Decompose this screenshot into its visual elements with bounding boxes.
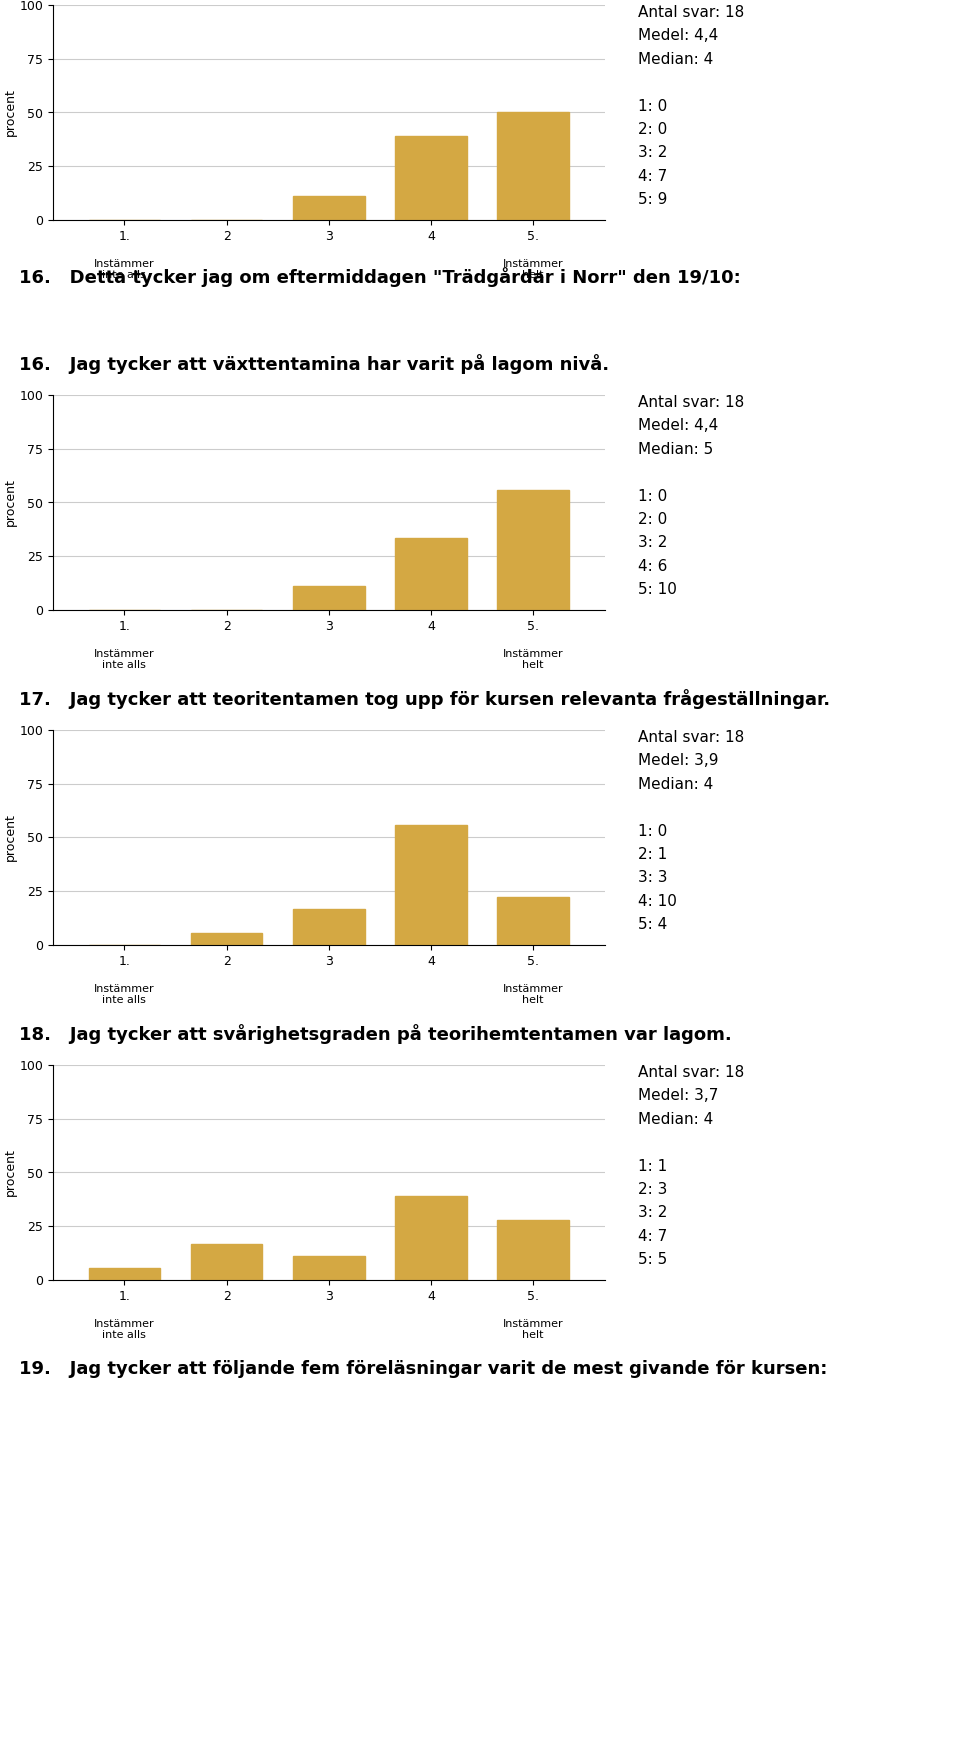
Text: Antal svar: 18
Medel: 3,9
Median: 4

1: 0
2: 1
3: 3
4: 10
5: 4: Antal svar: 18 Medel: 3,9 Median: 4 1: 0… [638,731,745,933]
Text: Instämmer
inte alls: Instämmer inte alls [94,649,155,670]
Bar [191,1243,262,1280]
Text: 16.   Jag tycker att växttentamina har varit på lagom nivå.: 16. Jag tycker att växttentamina har var… [19,354,610,373]
Bar [497,1221,569,1280]
Bar [396,825,467,945]
Bar [396,136,467,220]
Bar [293,586,365,610]
Text: Instämmer
helt: Instämmer helt [503,984,564,1006]
Text: Instämmer
helt: Instämmer helt [503,258,564,281]
Bar [396,1196,467,1280]
Text: 19.   Jag tycker att följande fem föreläsningar varit de mest givande för kursen: 19. Jag tycker att följande fem föreläsn… [19,1360,828,1378]
Text: Instämmer
helt: Instämmer helt [503,649,564,670]
Y-axis label: procent: procent [4,1149,16,1196]
Bar [191,933,262,945]
Text: Instämmer
inte alls: Instämmer inte alls [94,984,155,1006]
Bar [293,909,365,945]
Bar [497,896,569,945]
Text: Antal svar: 18
Medel: 4,4
Median: 4

1: 0
2: 0
3: 2
4: 7
5: 9: Antal svar: 18 Medel: 4,4 Median: 4 1: 0… [638,5,745,208]
Text: 17.   Jag tycker att teoritentamen tog upp för kursen relevanta frågeställningar: 17. Jag tycker att teoritentamen tog upp… [19,689,830,710]
Y-axis label: procent: procent [4,478,16,527]
Y-axis label: procent: procent [4,813,16,862]
Text: 18.   Jag tycker att svårighetsgraden på teorihemtentamen var lagom.: 18. Jag tycker att svårighetsgraden på t… [19,1024,732,1045]
Bar [497,490,569,610]
Text: Antal svar: 18
Medel: 4,4
Median: 5

1: 0
2: 0
3: 2
4: 6
5: 10: Antal svar: 18 Medel: 4,4 Median: 5 1: 0… [638,394,745,596]
Text: Instämmer
inte alls: Instämmer inte alls [94,1318,155,1341]
Bar [293,195,365,220]
Text: 16.   Detta tycker jag om eftermiddagen "Trädgårdar i Norr" den 19/10:: 16. Detta tycker jag om eftermiddagen "T… [19,267,741,288]
Text: Instämmer
inte alls: Instämmer inte alls [94,258,155,281]
Text: Instämmer
helt: Instämmer helt [503,1318,564,1341]
Text: Antal svar: 18
Medel: 3,7
Median: 4

1: 1
2: 3
3: 2
4: 7
5: 5: Antal svar: 18 Medel: 3,7 Median: 4 1: 1… [638,1066,745,1268]
Bar [396,539,467,610]
Y-axis label: procent: procent [4,89,16,136]
Bar [293,1256,365,1280]
Bar [497,113,569,220]
Bar [88,1268,160,1280]
